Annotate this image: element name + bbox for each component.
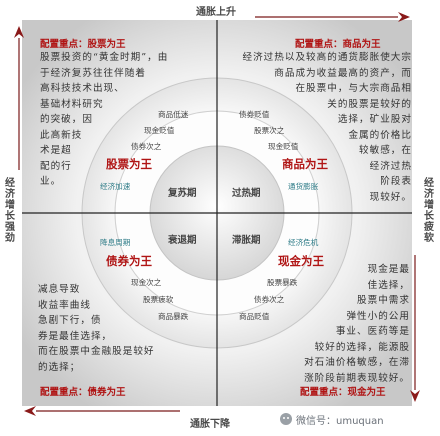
bottom-arrow-head <box>24 406 36 416</box>
description-line: 关的股票是较好的 <box>327 98 412 110</box>
description-line: 对石油价格敏感，在滞 <box>304 357 410 368</box>
description-line: 事业、医药等是 <box>335 326 410 337</box>
axis-label-right: 经济增长疲软 <box>424 178 434 244</box>
description-line: 商品成为收益最高的资产，而 <box>274 67 412 79</box>
ring-item-bl-3: 商品暴跌 <box>158 312 189 321</box>
ring-item-tr-3: 现金贬值 <box>268 142 299 151</box>
ring-item-br-2: 债券次之 <box>254 295 285 304</box>
axis-label-bottom: 通胀下降 <box>190 419 230 430</box>
right-arrow-head <box>410 390 420 402</box>
description-line: 减息导致 <box>38 284 81 295</box>
description-line: 高科技技术出现、 <box>40 83 125 94</box>
axis-label-top: 通胀上升 <box>196 7 236 18</box>
description-line: 配的行 <box>40 160 72 172</box>
description-line: 的突破，因 <box>40 114 93 125</box>
sub-label-economy-accelerate: 经济加速 <box>100 182 131 191</box>
config-label-top-left: 配置重点：股票为王 <box>40 39 126 50</box>
phase-recovery: 复苏期 <box>168 188 197 199</box>
ring-item-bl-2: 股票疲软 <box>143 295 174 304</box>
ring-item-tl-3: 债券次之 <box>131 142 162 151</box>
sub-label-economic-crisis: 经济危机 <box>288 238 319 247</box>
description-line: 现较好。 <box>369 191 412 203</box>
phase-overheat: 过热期 <box>232 188 261 199</box>
description-line: 较敏感，在 <box>359 145 412 156</box>
description-line: 于经济复苏往往伴随着 <box>40 67 146 79</box>
description-line: 较好的选择，能源股 <box>314 341 410 353</box>
top-arrow-head <box>398 12 410 22</box>
description-line: 股票投资的“黄金时期”，由 <box>40 52 169 63</box>
description-line: 此高新技 <box>40 129 83 141</box>
sub-label-inflation: 通货膨胀 <box>288 182 319 191</box>
description-line: 金属的价格比 <box>348 129 412 141</box>
config-label-bottom-right: 配置重点：现金为王 <box>300 387 386 398</box>
title-stocks-king: 股票为王 <box>106 157 152 171</box>
ring-item-tl-2: 现金贬值 <box>144 126 175 135</box>
axis-label-left: 经济增长强劲 <box>5 178 15 244</box>
description-bottom-right: 现金是最佳选择， 股票中需求弹性小的公用事业、医药等是较好的选择，能源股对石油价格… <box>220 262 410 386</box>
description-line: 基础材料研究 <box>40 98 104 110</box>
description-line: 经济过热 <box>369 160 412 172</box>
phase-stagflation: 滞胀期 <box>232 235 261 246</box>
title-commodities-king: 商品为王 <box>282 157 328 171</box>
title-bonds-king: 债券为王 <box>106 254 152 268</box>
ring-item-tr-2: 股票次之 <box>254 126 285 135</box>
ring-item-tl-1: 商品低迷 <box>158 110 189 119</box>
description-line: 术是超 <box>40 145 72 156</box>
description-line: 而在股票中金融股是较好 <box>38 346 155 357</box>
description-line: 的选择； <box>38 361 81 373</box>
description-line: 收益率曲线 <box>38 299 91 311</box>
description-line: 券是最佳选择， <box>38 330 113 342</box>
config-label-top-right: 配置重点：商品为王 <box>295 39 381 50</box>
phase-recession: 衰退期 <box>168 235 197 246</box>
left-arrow-head <box>14 26 24 38</box>
ring-item-br-3: 商品贬值 <box>239 312 270 321</box>
description-top-right: 经济过热以及较高的通货膨胀使大宗商品成为收益最高的资产，而在股票中，与大宗商品相… <box>222 50 412 205</box>
description-line: 弹性小的公用 <box>346 310 410 322</box>
description-line: 经济过热以及较高的通货膨胀使大宗 <box>242 52 412 63</box>
ring-item-tr-1: 债券贬值 <box>239 110 270 119</box>
description-line: 在股票中，与大宗商品相 <box>295 83 412 94</box>
description-line: 股票中需求 <box>357 295 410 306</box>
watermark: 微信号：umuquan <box>296 416 384 427</box>
wechat-logo-icon <box>280 413 292 425</box>
description-line: 选择，矿业股对 <box>337 114 412 125</box>
title-cash-king: 现金为王 <box>278 254 324 268</box>
description-line: 涨阶段前期表现较好。 <box>304 372 410 384</box>
ring-item-br-1: 股票暴跌 <box>267 278 298 287</box>
sub-label-rate-cut: 降息周期 <box>100 238 131 247</box>
description-line: 现金是最 <box>367 264 410 275</box>
description-line: 佳选择， <box>367 279 410 291</box>
description-bottom-left: 减息导致收益率曲线急剧下行，债 券是最佳选择， 而在股票中金融股是较好 的选择； <box>38 282 216 375</box>
description-line: 阶段表 <box>380 176 412 187</box>
description-top-left: 股票投资的“黄金时期”，由 于经济复苏往往伴随着 高科技技术出现、 基础材料研究 的突破… <box>40 50 215 190</box>
config-label-bottom-left: 配置重点：债券为王 <box>40 387 126 398</box>
description-line: 业。 <box>40 176 62 187</box>
ring-item-bl-1: 现金次之 <box>131 278 162 287</box>
description-line: 急剧下行，债 <box>38 315 102 326</box>
